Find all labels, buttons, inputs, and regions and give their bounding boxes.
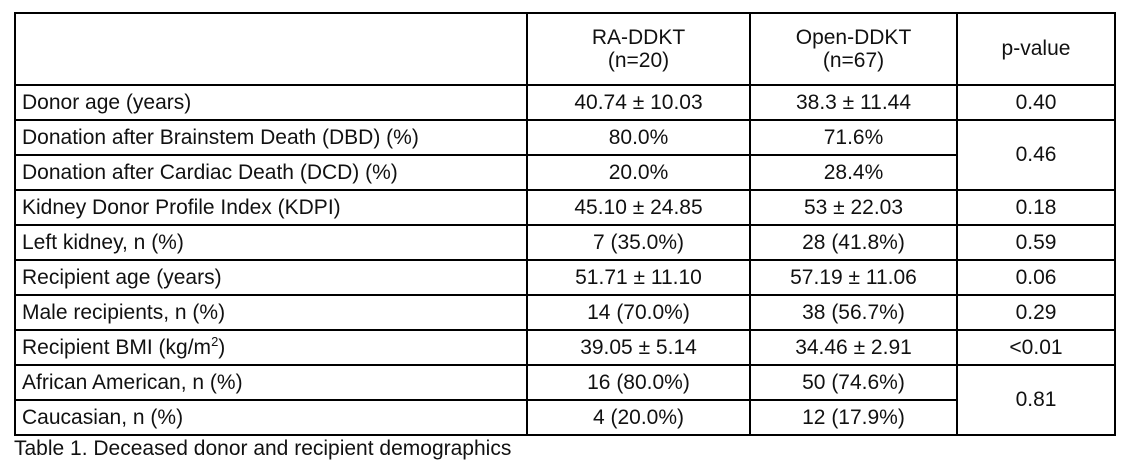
open-value: 34.46 ± 2.91: [749, 329, 958, 366]
table-row: Donation after Brainstem Death (DBD) (%)…: [14, 119, 1116, 191]
bmi-label-superscript: 2: [211, 334, 219, 350]
row-label: Recipient age (years): [14, 259, 528, 296]
row-label: Male recipients, n (%): [14, 294, 528, 331]
ra-value: 14 (70.0%): [526, 294, 751, 331]
table-row: Recipient BMI (kg/m2) 39.05 ± 5.14 34.46…: [14, 329, 1116, 366]
row-label: Kidney Donor Profile Index (KDPI): [14, 189, 528, 226]
row-label: Donation after Brainstem Death (DBD) (%): [14, 119, 528, 156]
p-value: <0.01: [956, 329, 1116, 366]
row-label: African American, n (%): [14, 364, 528, 401]
header-open-n: (n=67): [822, 49, 885, 72]
row-label: Recipient BMI (kg/m2): [14, 329, 528, 366]
row-label: Donor age (years): [14, 84, 528, 121]
row-label: Left kidney, n (%): [14, 224, 528, 261]
table-row: African American, n (%) 16 (80.0%) 50 (7…: [14, 364, 1116, 436]
open-value: 28 (41.8%): [749, 224, 958, 261]
open-value: 38.3 ± 11.44: [749, 84, 958, 121]
open-value: 57.19 ± 11.06: [749, 259, 958, 296]
p-value: 0.81: [956, 364, 1116, 436]
row-label: Caucasian, n (%): [14, 399, 528, 436]
p-value: 0.29: [956, 294, 1116, 331]
table-row: Caucasian, n (%) 4 (20.0%) 12 (17.9%): [14, 399, 1115, 436]
bmi-label-text: Recipient BMI (kg/m: [22, 336, 212, 360]
open-value: 38 (56.7%): [749, 294, 958, 331]
p-value: 0.18: [956, 189, 1116, 226]
open-value: 12 (17.9%): [749, 399, 958, 436]
ra-value: 20.0%: [526, 154, 751, 191]
open-value: 50 (74.6%): [749, 364, 958, 401]
header-ra-ddkt: RA-DDKT (n=20): [526, 12, 751, 86]
ra-value: 51.71 ± 11.10: [526, 259, 751, 296]
header-open-ddkt: Open-DDKT (n=67): [749, 12, 958, 86]
p-value: 0.59: [956, 224, 1116, 261]
header-pvalue: p-value: [956, 12, 1116, 86]
header-empty-cell: [14, 12, 528, 86]
ra-value: 40.74 ± 10.03: [526, 84, 751, 121]
ra-value: 39.05 ± 5.14: [526, 329, 751, 366]
table-row: Recipient age (years) 51.71 ± 11.10 57.1…: [14, 259, 1116, 296]
table-row: Donation after Cardiac Death (DCD) (%) 2…: [14, 154, 1115, 191]
bmi-label-end: ): [218, 336, 226, 360]
table-header-row: RA-DDKT (n=20) Open-DDKT (n=67) p-value: [14, 12, 1116, 86]
open-value: 28.4%: [749, 154, 958, 191]
p-value: 0.40: [956, 84, 1116, 121]
p-value: 0.06: [956, 259, 1116, 296]
open-value: 71.6%: [749, 119, 958, 156]
table-row: Donor age (years) 40.74 ± 10.03 38.3 ± 1…: [14, 84, 1116, 121]
row-label: Donation after Cardiac Death (DCD) (%): [14, 154, 528, 191]
demographics-table: RA-DDKT (n=20) Open-DDKT (n=67) p-value …: [14, 12, 1116, 436]
header-open-title: Open-DDKT: [795, 25, 912, 49]
header-ra-n: (n=20): [607, 49, 670, 72]
table-row: Kidney Donor Profile Index (KDPI) 45.10 …: [14, 189, 1116, 226]
ra-value: 16 (80.0%): [526, 364, 751, 401]
open-value: 53 ± 22.03: [749, 189, 958, 226]
header-ra-title: RA-DDKT: [591, 25, 686, 49]
table-row: Left kidney, n (%) 7 (35.0%) 28 (41.8%) …: [14, 224, 1116, 261]
p-value: 0.46: [956, 119, 1116, 191]
ra-value: 7 (35.0%): [526, 224, 751, 261]
ra-value: 45.10 ± 24.85: [526, 189, 751, 226]
ra-value: 80.0%: [526, 119, 751, 156]
table-caption: Table 1. Deceased donor and recipient de…: [14, 437, 512, 460]
table-row: Male recipients, n (%) 14 (70.0%) 38 (56…: [14, 294, 1116, 331]
ra-value: 4 (20.0%): [526, 399, 751, 436]
